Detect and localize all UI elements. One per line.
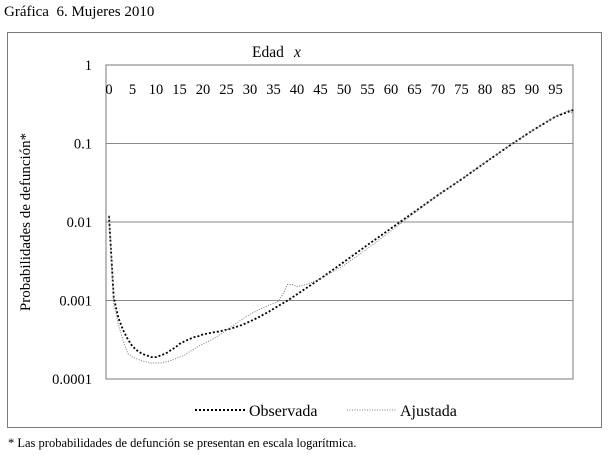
y-tick-label: 0.001 <box>59 294 92 310</box>
y-tick-label: 0.01 <box>67 215 92 231</box>
x-axis-title: Edad x <box>252 44 301 61</box>
legend: Observada Ajustada <box>195 403 457 420</box>
x-tick-label: 30 <box>243 82 258 98</box>
x-axis-label: Edad <box>252 44 284 61</box>
legend-label-observada: Observada <box>249 403 317 420</box>
plot-area-border <box>105 64 574 380</box>
x-tick-label: 70 <box>431 82 446 98</box>
x-tick-label: 45 <box>313 82 328 98</box>
x-tick-label: 75 <box>454 82 469 98</box>
x-tick-label: 35 <box>266 82 281 98</box>
x-tick-label: 10 <box>149 82 164 98</box>
series <box>108 108 575 364</box>
y-tick-label: 0.1 <box>74 137 92 153</box>
y-tick-labels: 1 0.1 0.01 0.001 0.0001 <box>52 58 92 388</box>
legend-label-ajustada: Ajustada <box>400 403 457 420</box>
x-tick-label: 60 <box>384 82 399 98</box>
x-tick-label: 90 <box>525 82 540 98</box>
x-tick-label: 85 <box>501 82 516 98</box>
chart-frame <box>7 32 602 428</box>
gridlines <box>106 64 573 380</box>
y-tick-label: 0.0001 <box>52 372 92 388</box>
series-line-observada <box>108 108 575 359</box>
x-tick-label: 25 <box>219 82 234 98</box>
x-tick-label: 0 <box>105 82 112 98</box>
x-tick-label: 15 <box>172 82 187 98</box>
x-tick-label: 80 <box>478 82 493 98</box>
x-tick-label: 40 <box>290 82 305 98</box>
y-tick-label: 1 <box>85 58 92 74</box>
x-axis-variable: x <box>293 44 301 61</box>
axes <box>105 64 574 380</box>
x-tick-label: 50 <box>337 82 352 98</box>
y-axis-label: Probabilidades de defunción* <box>18 133 34 311</box>
footnote: * Las probabilidades de defunción se pre… <box>8 436 357 450</box>
x-tick-label: 5 <box>129 82 136 98</box>
series-line-ajustada <box>108 108 575 364</box>
x-tick-label: 95 <box>548 82 563 98</box>
x-tick-label: 55 <box>360 82 375 98</box>
x-tick-label: 65 <box>407 82 422 98</box>
figure-caption: Gráfica 6. Mujeres 2010 <box>4 4 155 20</box>
x-tick-label: 20 <box>196 82 211 98</box>
x-tick-labels: 0 5 10 15 20 25 30 35 40 45 50 55 60 65 70 75 80 85 90 95 <box>105 82 562 98</box>
